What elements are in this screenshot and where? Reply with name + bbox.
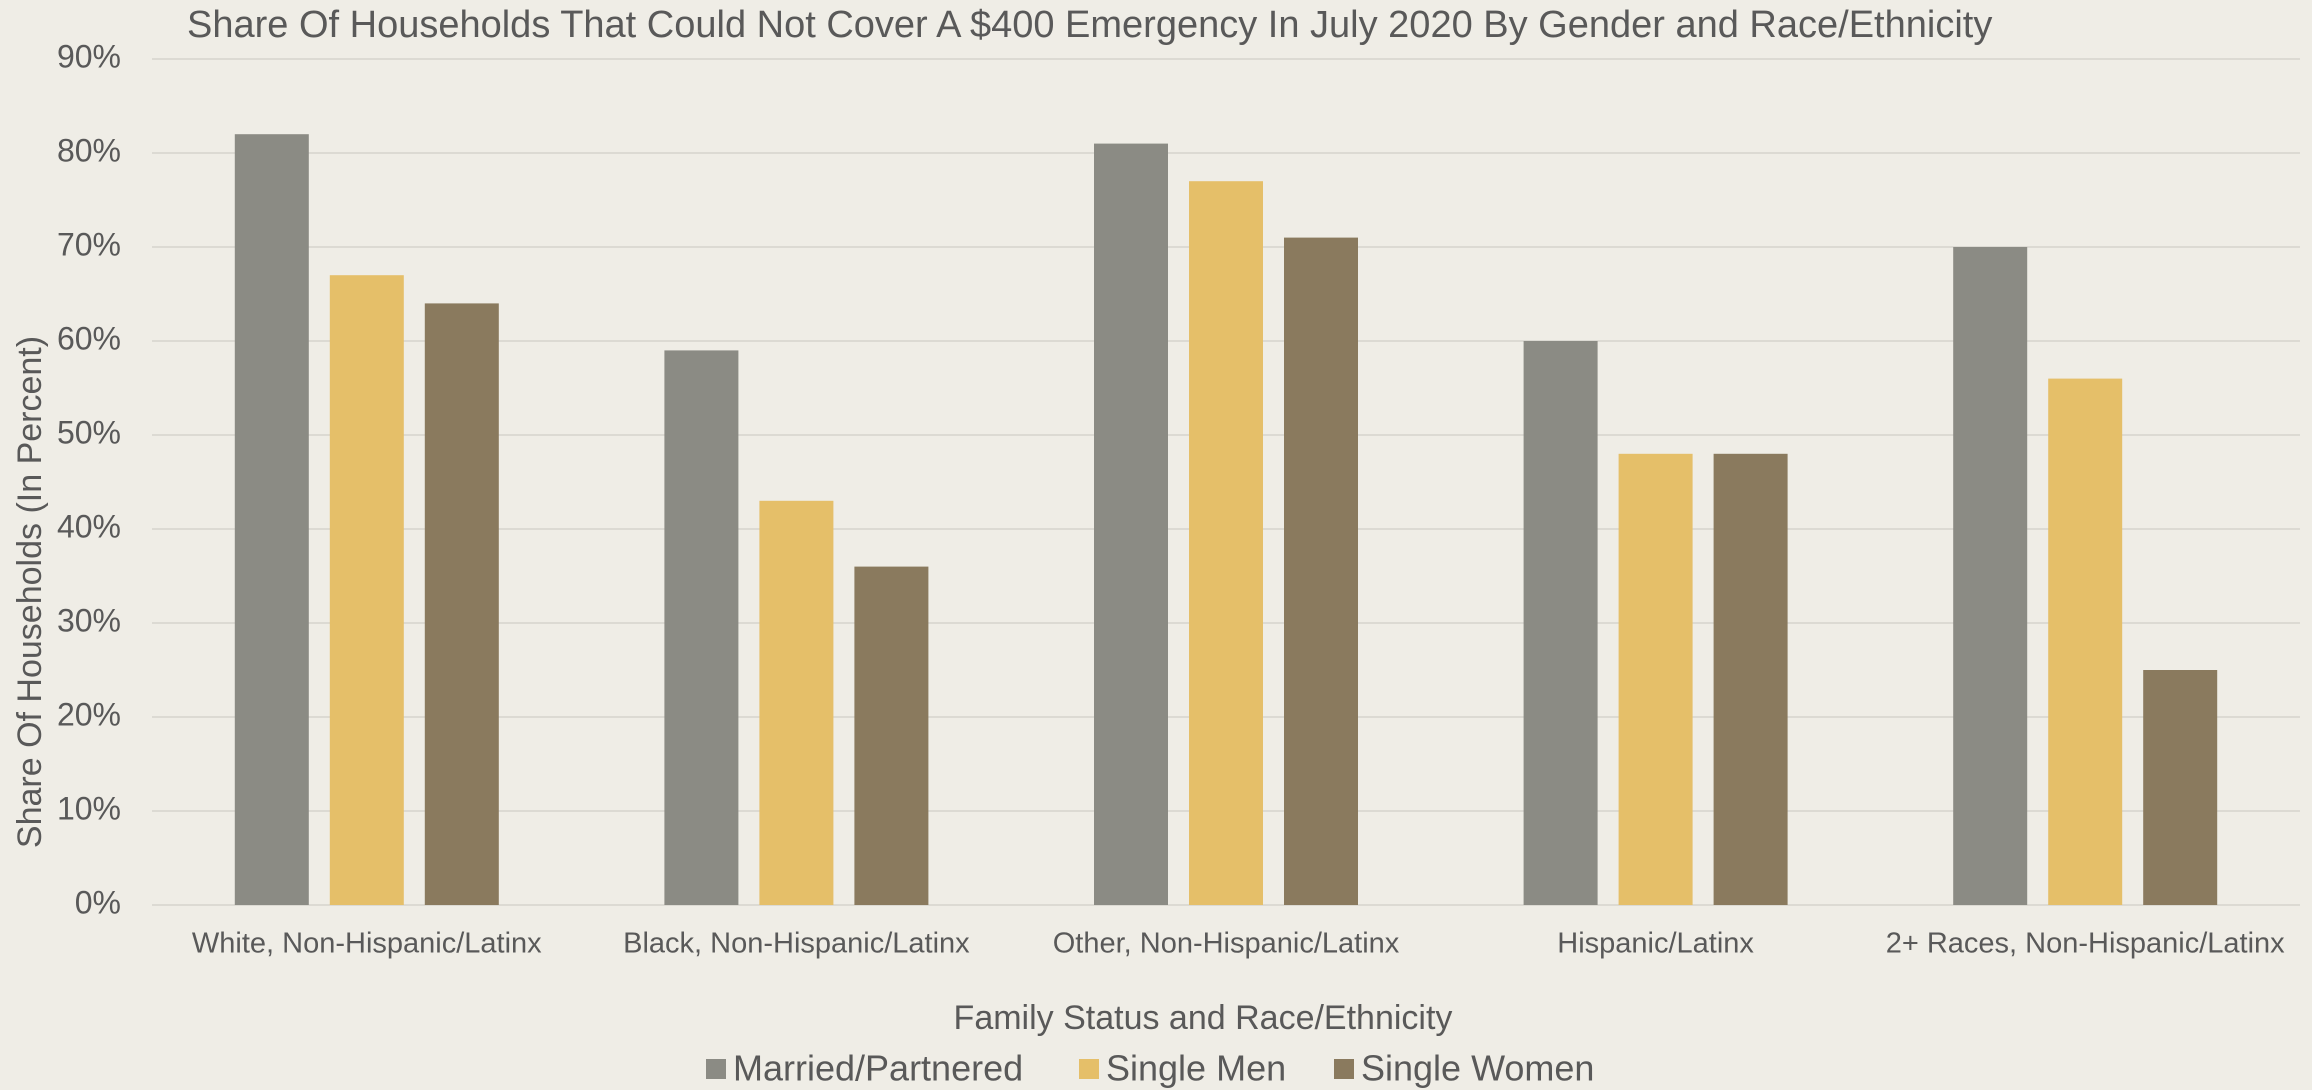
bar (424, 303, 499, 905)
y-tick-label: 50% (57, 414, 121, 450)
bar (329, 275, 404, 905)
bar (759, 500, 834, 905)
legend-swatch (706, 1059, 726, 1079)
bar (1618, 453, 1693, 905)
y-tick-label: 60% (57, 320, 121, 356)
bar (2048, 378, 2123, 906)
legend-label: Single Men (1106, 1048, 1286, 1089)
y-tick-label: 0% (75, 884, 121, 920)
bar (664, 350, 739, 905)
x-tick-label: Hispanic/Latinx (1557, 928, 1754, 960)
legend-label: Married/Partnered (733, 1048, 1023, 1089)
bar (1094, 143, 1168, 906)
legend-label: Single Women (1361, 1048, 1594, 1089)
y-axis-title: Share Of Households (In Percent) (11, 336, 49, 848)
x-tick-label: Black, Non-Hispanic/Latinx (623, 928, 970, 960)
y-tick-label: 80% (57, 132, 121, 168)
y-tick-label: 70% (57, 226, 121, 262)
y-tick-label: 30% (57, 602, 121, 638)
y-tick-label: 10% (57, 790, 121, 826)
chart-title: Share Of Households That Could Not Cover… (187, 4, 1992, 46)
bar (1284, 237, 1358, 906)
y-tick-label: 40% (57, 508, 121, 544)
x-tick-label: 2+ Races, Non-Hispanic/Latinx (1886, 928, 2285, 960)
bar (854, 566, 929, 905)
bar (1189, 181, 1263, 905)
bar (1713, 453, 1788, 905)
bar (2143, 670, 2218, 905)
legend-swatch (1334, 1059, 1354, 1079)
x-tick-label: White, Non-Hispanic/Latinx (192, 928, 542, 960)
legend-swatch (1079, 1059, 1099, 1079)
bar (1953, 247, 2028, 905)
x-tick-label: Other, Non-Hispanic/Latinx (1053, 928, 1400, 960)
y-tick-label: 90% (57, 38, 121, 74)
y-tick-label: 20% (57, 696, 121, 732)
bar (234, 134, 309, 905)
bar (1523, 341, 1598, 905)
x-axis-title: Family Status and Race/Ethnicity (954, 999, 1453, 1037)
